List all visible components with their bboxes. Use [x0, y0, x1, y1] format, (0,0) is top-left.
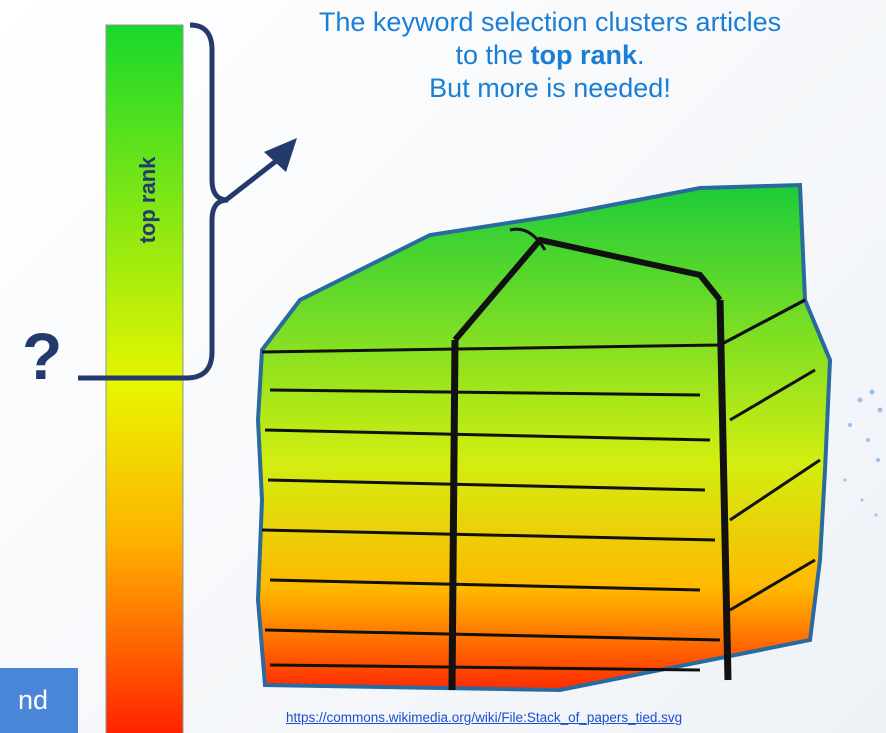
callout-line: to the top rank.: [215, 39, 885, 72]
arrow-shaft: [224, 156, 282, 202]
callout-text: to the: [455, 40, 523, 70]
stack-lines: [261, 227, 821, 691]
callout-line: But more is needed!: [429, 73, 671, 103]
dots: [843, 389, 883, 517]
callout-bold: top rank: [530, 40, 638, 70]
question-mark: ?: [22, 319, 63, 393]
bar-label: top rank: [135, 156, 160, 244]
callout: The keyword selection clusters articles …: [215, 6, 885, 105]
arrow-head: [264, 138, 297, 172]
footer-tab: nd: [0, 668, 78, 733]
callout-line: The keyword selection clusters articles: [318, 7, 782, 37]
callout-text: .: [637, 40, 645, 70]
source-link[interactable]: https://commons.wikimedia.org/wiki/File:…: [286, 710, 683, 725]
